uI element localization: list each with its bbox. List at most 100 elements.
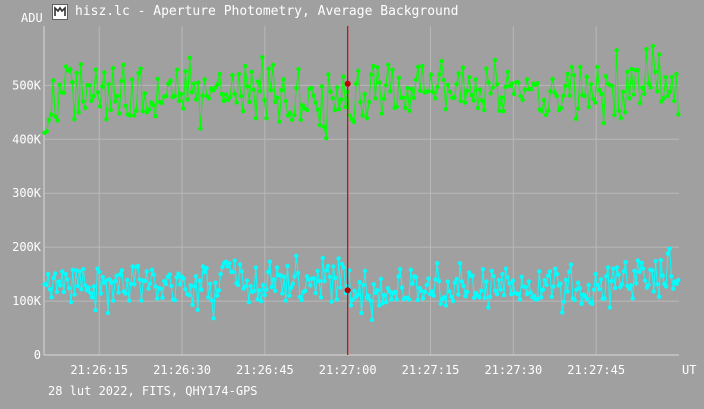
series-1 bbox=[42, 43, 681, 141]
data-point bbox=[82, 105, 88, 111]
data-point bbox=[470, 273, 475, 278]
data-point bbox=[586, 282, 591, 288]
data-point bbox=[658, 257, 663, 263]
data-point bbox=[270, 62, 276, 67]
data-point bbox=[650, 43, 655, 49]
data-point bbox=[304, 274, 310, 279]
data-point bbox=[529, 86, 534, 92]
data-point bbox=[597, 287, 602, 292]
data-point bbox=[375, 288, 380, 293]
data-point bbox=[456, 292, 461, 297]
data-point bbox=[317, 123, 323, 128]
data-point bbox=[375, 65, 380, 70]
data-point bbox=[463, 294, 468, 299]
data-point bbox=[200, 264, 206, 269]
data-point bbox=[164, 93, 169, 99]
data-point bbox=[56, 279, 61, 284]
data-point bbox=[449, 294, 454, 299]
data-point bbox=[535, 296, 540, 302]
data-point bbox=[538, 295, 544, 300]
data-point bbox=[480, 267, 486, 272]
data-point bbox=[443, 106, 448, 112]
data-point bbox=[95, 90, 101, 95]
data-point bbox=[531, 293, 537, 298]
data-point bbox=[352, 288, 357, 293]
data-point bbox=[411, 95, 416, 100]
data-point bbox=[245, 84, 250, 89]
data-point bbox=[669, 75, 675, 80]
data-point bbox=[132, 282, 137, 287]
data-point bbox=[646, 81, 651, 86]
data-point bbox=[93, 308, 98, 313]
data-point bbox=[48, 112, 54, 117]
data-point bbox=[505, 69, 510, 75]
data-point bbox=[419, 288, 424, 293]
data-point bbox=[500, 271, 505, 277]
data-point bbox=[560, 310, 565, 315]
data-point bbox=[409, 86, 414, 92]
data-point bbox=[292, 112, 297, 118]
data-point bbox=[610, 83, 615, 89]
data-point bbox=[614, 48, 619, 53]
data-point bbox=[573, 116, 579, 122]
data-point bbox=[400, 95, 406, 100]
data-point bbox=[484, 66, 489, 71]
data-point bbox=[313, 290, 318, 296]
data-point bbox=[163, 281, 169, 286]
data-point bbox=[496, 277, 501, 283]
data-point bbox=[442, 295, 447, 300]
x-tick-label: 21:26:15 bbox=[70, 363, 128, 377]
data-point bbox=[107, 277, 112, 282]
data-point bbox=[494, 82, 500, 87]
data-point bbox=[151, 272, 156, 277]
data-point bbox=[319, 84, 325, 89]
data-point bbox=[155, 76, 160, 82]
data-point bbox=[604, 274, 609, 279]
data-point bbox=[288, 285, 294, 290]
x-tick-label: 21:27:30 bbox=[484, 363, 542, 377]
data-point bbox=[626, 286, 632, 291]
data-point bbox=[516, 291, 521, 297]
data-point bbox=[47, 287, 52, 292]
data-point bbox=[501, 109, 506, 114]
data-point bbox=[646, 282, 651, 288]
x-tick-label: 21:27:45 bbox=[567, 363, 625, 377]
data-point bbox=[488, 91, 493, 96]
data-point bbox=[58, 283, 63, 288]
data-point bbox=[142, 91, 148, 96]
data-point bbox=[575, 106, 581, 111]
data-point bbox=[289, 117, 295, 123]
data-point bbox=[183, 69, 188, 74]
data-point bbox=[185, 97, 190, 102]
data-point bbox=[572, 297, 577, 303]
data-point bbox=[50, 78, 56, 83]
data-point bbox=[360, 113, 365, 118]
data-point bbox=[200, 93, 205, 98]
x-tick-label: 21:26:45 bbox=[236, 363, 294, 377]
data-point bbox=[306, 277, 311, 282]
data-point bbox=[160, 295, 165, 300]
data-point bbox=[549, 294, 554, 299]
data-point bbox=[240, 109, 246, 114]
data-point bbox=[479, 288, 484, 293]
data-point bbox=[357, 280, 362, 285]
data-point bbox=[239, 269, 244, 274]
data-point bbox=[548, 89, 553, 94]
data-point bbox=[464, 289, 470, 295]
data-point bbox=[285, 263, 290, 269]
data-point bbox=[616, 108, 621, 113]
data-point bbox=[454, 276, 459, 282]
data-point bbox=[467, 75, 472, 80]
data-point bbox=[407, 108, 412, 113]
data-point bbox=[264, 287, 269, 292]
data-point bbox=[216, 288, 222, 293]
data-point bbox=[338, 285, 343, 290]
data-point bbox=[298, 117, 303, 123]
data-point bbox=[195, 307, 200, 312]
data-point bbox=[635, 258, 641, 263]
data-point bbox=[149, 267, 155, 272]
data-point bbox=[541, 97, 547, 103]
data-point bbox=[123, 291, 128, 296]
data-point bbox=[429, 289, 435, 294]
